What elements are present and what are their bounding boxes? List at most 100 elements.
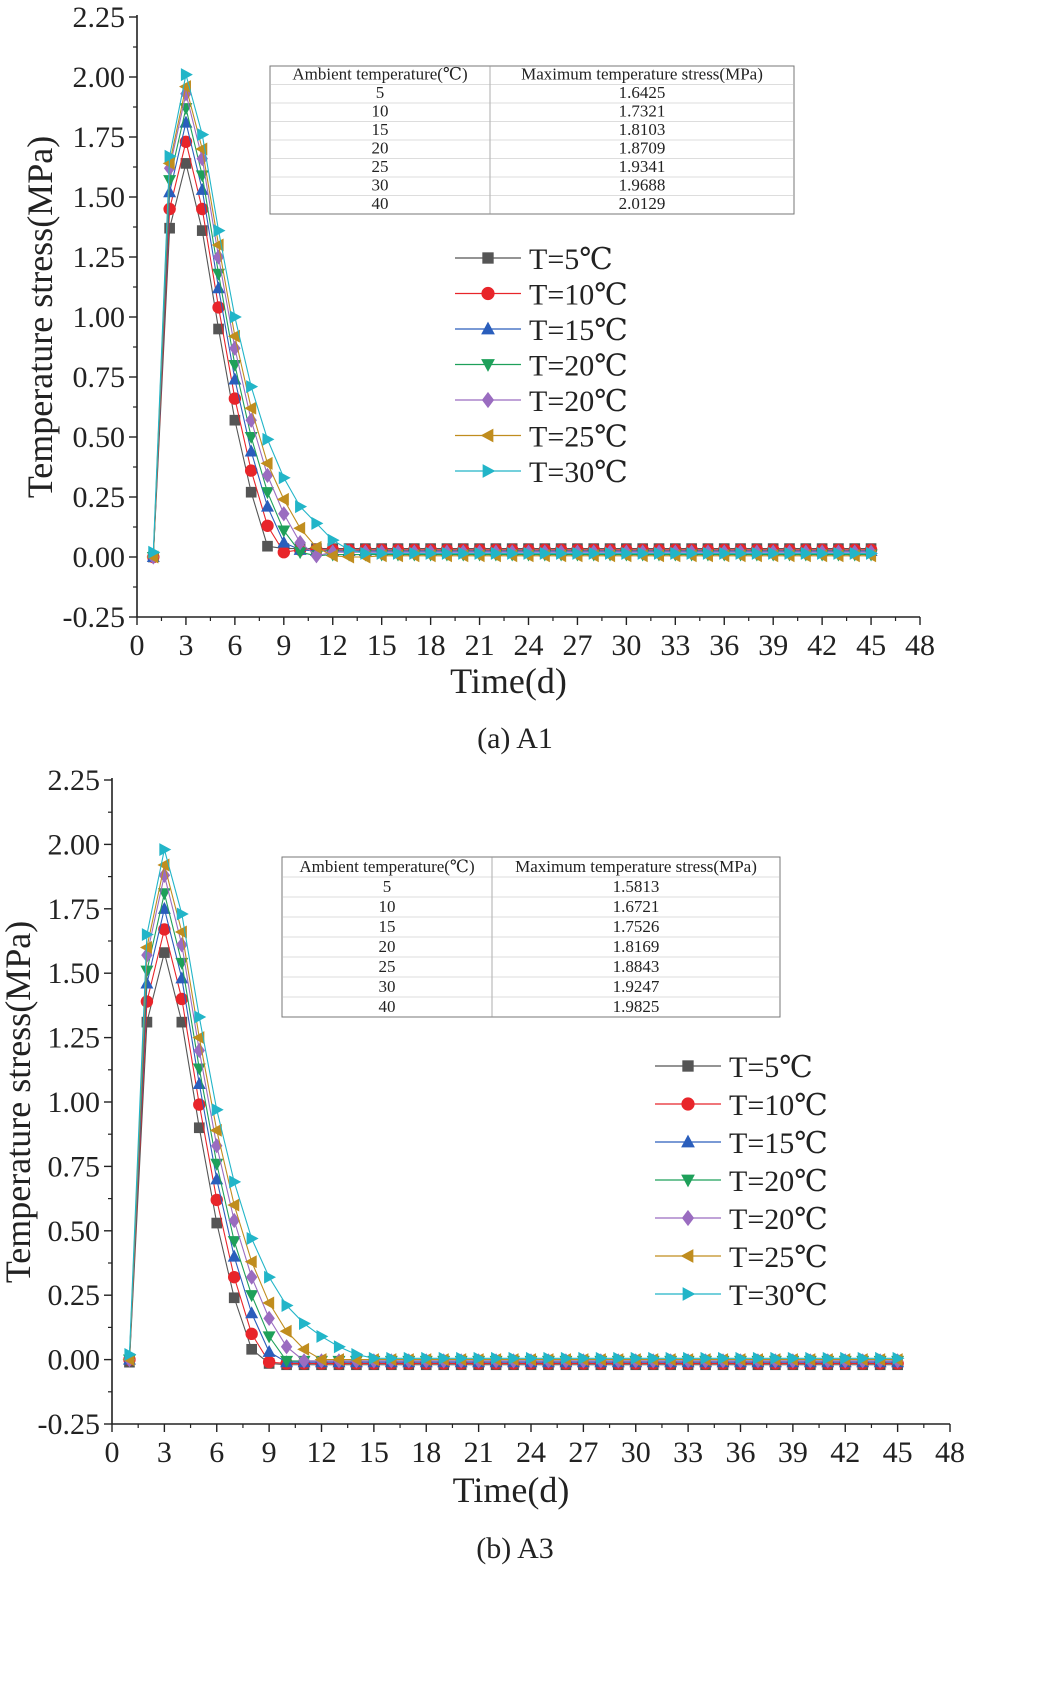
data-point [180,158,192,169]
data-point [543,1351,556,1365]
x-tick-label: 0 [105,1436,120,1469]
data-point [280,1339,293,1355]
data-point [277,546,291,559]
data-point [141,928,154,942]
data-point [277,525,291,538]
x-tick-label: 0 [130,629,145,662]
y-tick-label: -0.25 [38,1408,101,1441]
table-cell-temperature: 5 [383,877,392,896]
table-cell-temperature: 20 [372,139,389,158]
data-point [613,1351,626,1365]
x-axis-label: Time(d) [450,661,567,701]
data-point [262,540,273,552]
data-point [293,521,306,535]
x-tick-label: 36 [709,629,739,662]
data-point [653,546,666,560]
data-point [228,392,242,405]
legend-marker [682,1287,696,1301]
data-point [210,1193,223,1207]
data-point [280,1355,294,1368]
max-stress-table: Ambient temperature(℃) Maximum temperatur… [281,856,781,1018]
data-point [700,1351,713,1365]
y-tick-label: 1.75 [48,893,101,926]
data-point [637,546,650,560]
data-point [260,456,273,470]
data-point [261,519,274,533]
y-tick-label: 1.00 [48,1086,101,1119]
data-point [311,516,324,530]
data-point [421,1351,434,1365]
data-point [261,499,274,512]
table-cell-temperature: 5 [376,83,385,102]
x-tick-label: 27 [568,1436,598,1469]
data-point [297,1342,310,1356]
x-tick-label: 36 [726,1436,756,1469]
data-point [278,471,291,485]
x-tick-label: 18 [411,1436,441,1469]
data-point [333,1340,346,1354]
x-tick-label: 15 [367,629,397,662]
y-tick-label: -0.25 [63,601,126,634]
data-point [262,1331,276,1344]
x-tick-label: 6 [209,1436,224,1469]
data-point [866,546,878,560]
data-point [648,1351,661,1365]
data-point [386,1351,399,1365]
data-point [261,467,274,484]
data-point [262,1296,275,1310]
table-cell-temperature: 30 [379,977,396,996]
data-point [360,546,373,560]
data-point [148,545,161,559]
x-tick-label: 6 [227,629,242,662]
x-tick-label: 42 [830,1436,860,1469]
table-cell-stress: 1.7526 [613,917,660,936]
table-cell-stress: 2.0129 [619,194,666,213]
data-point [211,1217,223,1229]
data-point [262,1344,276,1357]
data-point [279,1324,292,1338]
table-cell-temperature: 40 [379,997,396,1016]
data-point [124,1347,137,1361]
data-point [244,401,257,415]
y-tick-label: 2.25 [48,764,101,797]
legend-marker [680,1249,694,1263]
data-point [857,1351,870,1365]
legend-marker [482,252,494,264]
data-point [458,546,471,560]
data-point [228,1292,240,1304]
data-point [262,432,275,446]
table-cell-temperature: 15 [372,120,389,139]
data-point [833,546,846,560]
data-point [438,1351,451,1365]
table-cell-temperature: 30 [372,176,389,195]
data-point [264,1270,277,1284]
data-point [175,971,189,984]
data-point [840,1351,853,1365]
data-point [752,1351,765,1365]
data-point [718,1351,730,1365]
data-point [491,1351,504,1365]
data-point [425,546,438,560]
data-point [140,995,154,1008]
table-cell-stress: 1.9247 [613,977,660,996]
data-point [245,1290,259,1303]
legend-label: T=25℃ [529,421,628,454]
data-point [523,546,536,560]
data-point [316,1329,329,1343]
x-tick-label: 12 [307,1436,337,1469]
data-point [368,1351,381,1365]
data-point [403,1351,416,1365]
x-tick-label: 3 [157,1436,172,1469]
table-cell-temperature: 10 [372,102,389,121]
legend-marker [481,391,495,409]
data-point [342,550,355,564]
data-point [211,1103,224,1117]
x-tick-label: 45 [883,1436,913,1469]
data-point [490,546,503,560]
table-cell-stress: 1.8843 [613,957,660,976]
y-tick-label: 1.00 [73,301,126,334]
data-point [473,1351,486,1365]
data-point [539,546,552,560]
data-point [229,414,241,426]
